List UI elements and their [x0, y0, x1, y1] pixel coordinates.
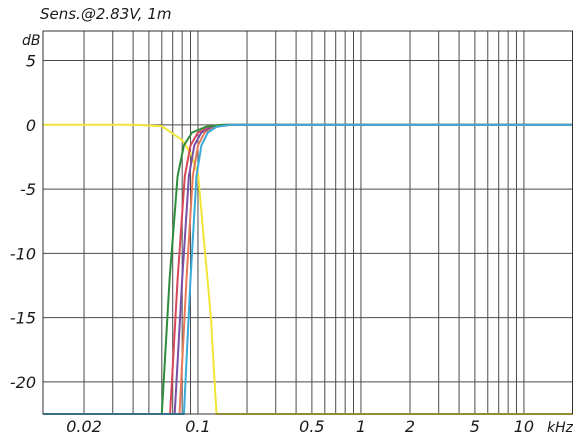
y-tick-label: -10	[10, 244, 36, 263]
series-line	[160, 123, 573, 415]
x-tick-label: 5	[470, 417, 480, 436]
series-line	[173, 123, 573, 415]
series-line	[169, 123, 573, 415]
y-tick-label: -15	[10, 309, 36, 328]
x-tick-label: 2	[405, 417, 415, 436]
x-tick-label: 10	[514, 417, 534, 436]
y-tick-label: -5	[20, 180, 36, 199]
y-tick-label: -20	[10, 373, 36, 392]
series-line	[43, 123, 573, 415]
x-tick-label: 1	[356, 417, 366, 436]
x-tick-label: 0.02	[66, 417, 102, 436]
series-line	[43, 123, 573, 415]
plot-frame	[42, 30, 573, 415]
series-group	[43, 123, 573, 415]
grid	[43, 31, 573, 414]
chart-title: Sens.@2.83V, 1m	[40, 5, 171, 23]
x-axis-unit-label: kHz	[547, 420, 573, 436]
labels: Sens.@2.83V, 1m dB kHz 5 0 -5 -10 -15 -20 0.02…	[10, 5, 573, 436]
y-axis-unit-label: dB	[22, 33, 41, 49]
x-tick-label: 0.1	[185, 417, 210, 436]
y-tick-label: 0	[26, 116, 36, 135]
x-tick-label: 0.5	[299, 417, 324, 436]
series-line	[178, 123, 573, 415]
y-tick-label: 5	[26, 52, 36, 71]
